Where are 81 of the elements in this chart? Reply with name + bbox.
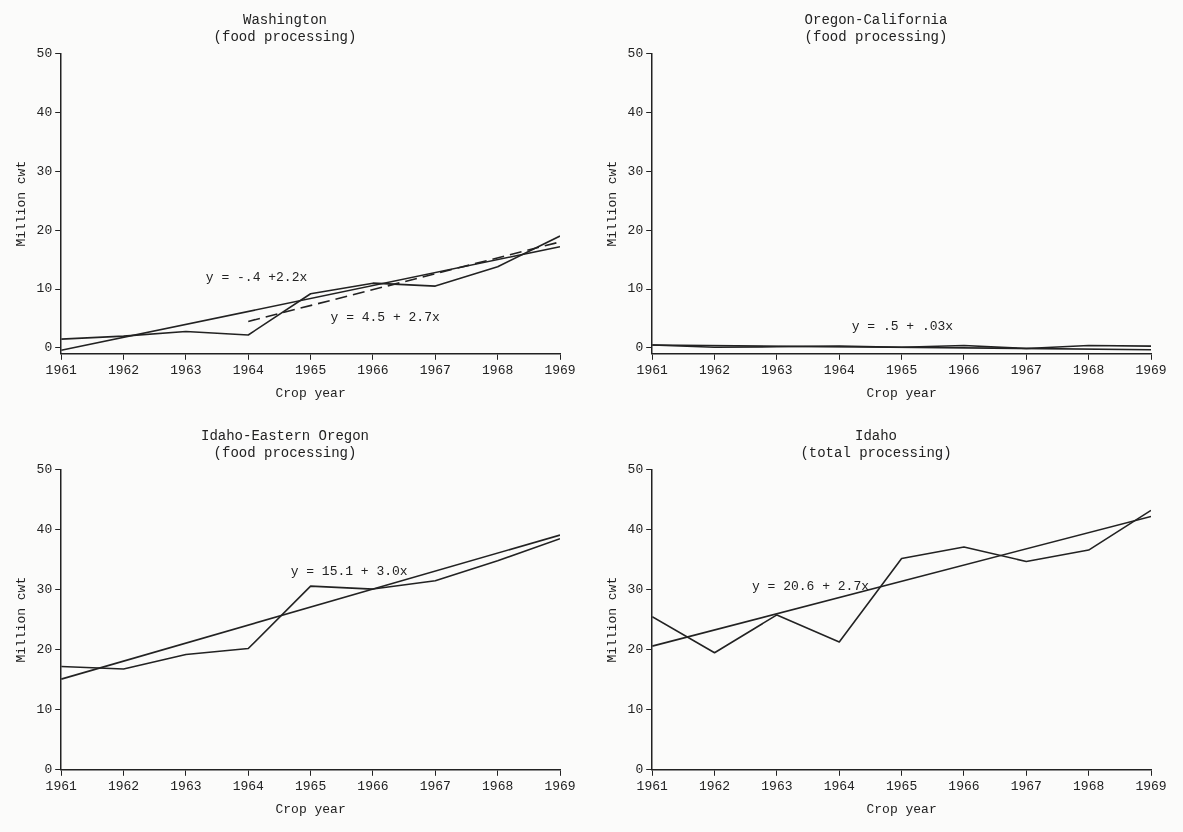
x-tick-label: 1967	[1010, 779, 1042, 795]
x-tick-label: 1962	[107, 363, 140, 379]
y-tick-label: 40	[36, 104, 53, 120]
y-tick-label: 0	[635, 340, 644, 356]
x-tick-label: 1963	[170, 779, 202, 795]
y-axis-title: Million cwt	[14, 576, 30, 663]
y-axis-title: Million cwt	[14, 160, 30, 247]
chart-subtitle: (total processing)	[800, 444, 952, 461]
x-tick-label: 1963	[761, 363, 793, 379]
chart-title: Idaho-Eastern Oregon	[200, 428, 370, 445]
y-tick-label: 20	[36, 222, 53, 238]
x-tick-label: 1966	[948, 363, 980, 379]
x-tick-label: 1963	[761, 779, 793, 795]
y-tick-label: 0	[635, 762, 644, 778]
annotation: y = .5 + .03x	[851, 319, 954, 335]
x-tick-label: 1962	[698, 779, 731, 795]
y-tick-label: 40	[36, 522, 53, 538]
chart-title: Washington	[242, 12, 328, 29]
x-tick-label: 1968	[1073, 779, 1105, 795]
x-tick-label: 1961	[45, 363, 77, 379]
x-tick-label: 1965	[294, 363, 327, 379]
y-tick-label: 50	[627, 46, 644, 62]
y-tick-label: 30	[36, 163, 53, 179]
x-tick-label: 1965	[885, 363, 918, 379]
y-tick-label: 0	[44, 762, 53, 778]
chart-title: Oregon-California	[804, 12, 948, 29]
y-tick-label: 20	[36, 642, 53, 658]
x-tick-label: 1964	[823, 363, 856, 379]
x-tick-label: 1961	[45, 779, 77, 795]
x-tick-label: 1967	[419, 779, 451, 795]
y-tick-label: 0	[44, 340, 53, 356]
x-tick-label: 1968	[482, 779, 514, 795]
x-tick-label: 1969	[544, 363, 576, 379]
y-tick-label: 20	[627, 642, 644, 658]
y-tick-label: 10	[627, 281, 644, 297]
y-tick-label: 30	[627, 163, 644, 179]
y-axis-title: Million cwt	[605, 576, 621, 663]
x-axis-title: Crop year	[866, 385, 937, 401]
x-tick-label: 1968	[1073, 363, 1105, 379]
annotation: y = 4.5 + 2.7x	[330, 310, 440, 326]
chart-subtitle: (food processing)	[804, 28, 948, 45]
chart-subtitle: (food processing)	[213, 28, 357, 45]
x-tick-label: 1965	[885, 779, 918, 795]
y-tick-label: 50	[627, 462, 644, 478]
x-axis-title: Crop year	[275, 801, 346, 817]
y-tick-label: 40	[627, 104, 644, 120]
x-tick-label: 1963	[170, 363, 202, 379]
y-tick-label: 30	[36, 582, 53, 598]
annotation: y = 20.6 + 2.7x	[751, 579, 870, 595]
y-tick-label: 10	[36, 702, 53, 718]
x-tick-label: 1961	[636, 363, 668, 379]
chart-subtitle: (food processing)	[213, 444, 357, 461]
x-tick-label: 1961	[636, 779, 668, 795]
x-tick-label: 1964	[232, 363, 265, 379]
x-tick-label: 1964	[232, 779, 265, 795]
x-axis-title: Crop year	[275, 385, 346, 401]
y-axis-title: Million cwt	[605, 160, 621, 247]
x-tick-label: 1966	[357, 779, 389, 795]
x-tick-label: 1967	[1010, 363, 1042, 379]
x-tick-label: 1962	[698, 363, 731, 379]
x-tick-label: 1966	[948, 779, 980, 795]
chart-title: Idaho	[854, 428, 898, 445]
y-tick-label: 50	[36, 46, 53, 62]
x-tick-label: 1969	[1135, 363, 1167, 379]
y-tick-label: 10	[627, 702, 644, 718]
x-tick-label: 1968	[482, 363, 514, 379]
y-tick-label: 40	[627, 522, 644, 538]
annotation: y = -.4 +2.2x	[205, 269, 308, 285]
x-tick-label: 1962	[107, 779, 140, 795]
x-tick-label: 1965	[294, 779, 327, 795]
x-axis-title: Crop year	[866, 801, 937, 817]
y-tick-label: 30	[627, 582, 644, 598]
x-tick-label: 1969	[544, 779, 576, 795]
x-tick-label: 1964	[823, 779, 856, 795]
y-tick-label: 50	[36, 462, 53, 478]
y-tick-label: 10	[36, 281, 53, 297]
annotation: y = 15.1 + 3.0x	[290, 564, 408, 580]
x-tick-label: 1967	[419, 363, 451, 379]
x-tick-label: 1969	[1135, 779, 1167, 795]
y-tick-label: 20	[627, 222, 644, 238]
x-tick-label: 1966	[357, 363, 389, 379]
